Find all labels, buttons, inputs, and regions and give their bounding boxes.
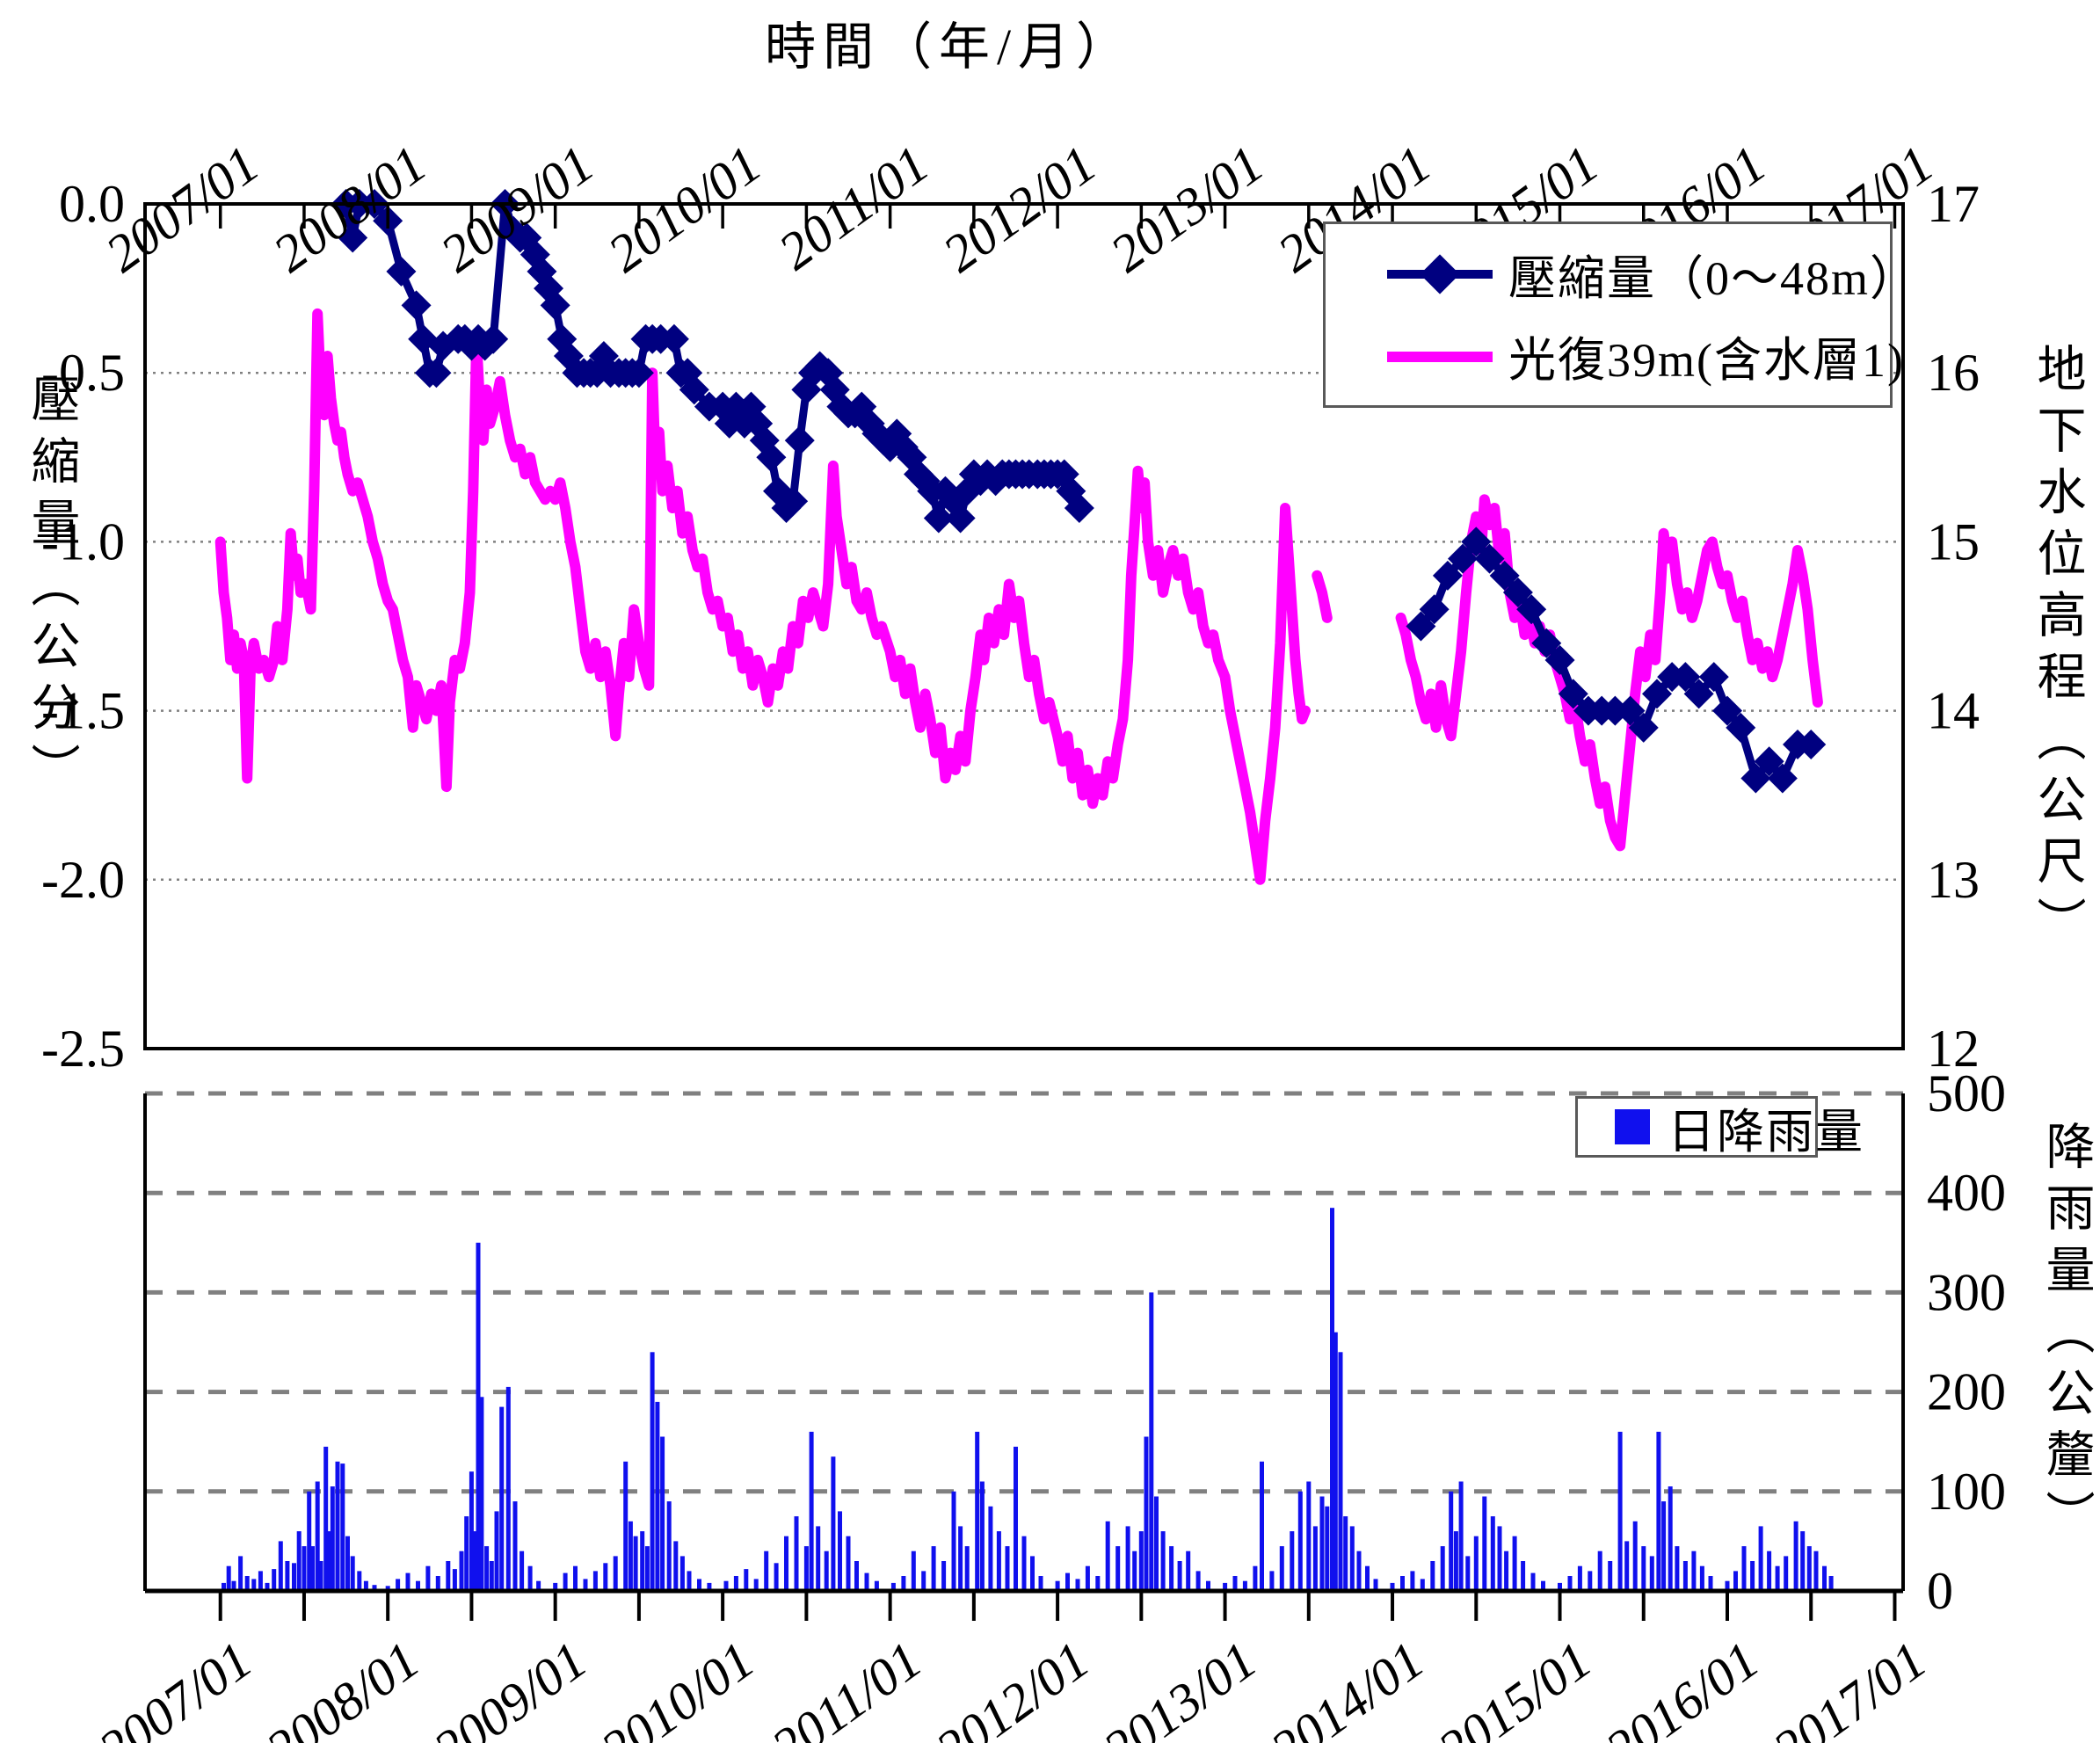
svg-text:-1.5: -1.5 [41, 682, 125, 740]
svg-text:2013/01: 2013/01 [1100, 134, 1274, 283]
svg-text:-0.5: -0.5 [41, 344, 125, 402]
legend-item-compression: 壓縮量（0～48m） [1387, 239, 1917, 309]
legend-rainfall: 日降雨量 [1575, 1096, 1863, 1158]
svg-text:0: 0 [1927, 1562, 1953, 1620]
svg-text:200: 200 [1927, 1363, 2006, 1421]
svg-text:2009/01: 2009/01 [423, 1630, 597, 1743]
svg-text:300: 300 [1927, 1263, 2006, 1321]
svg-text:12: 12 [1927, 1020, 1980, 1078]
groundwater-line-icon [1387, 351, 1493, 362]
y-axis-title-groundwater: 地下水位高程（公尺） [2030, 343, 2084, 958]
legend-label-rainfall: 日降雨量 [1668, 1105, 1864, 1158]
y-axis-title-compression: 壓縮量（公分） [24, 374, 78, 804]
svg-text:500: 500 [1927, 1064, 2006, 1122]
svg-text:100: 100 [1927, 1463, 2006, 1521]
svg-text:15: 15 [1927, 512, 1980, 570]
svg-text:2012/01: 2012/01 [926, 1630, 1100, 1743]
svg-text:16: 16 [1927, 344, 1980, 402]
svg-text:2011/01: 2011/01 [768, 134, 939, 280]
svg-text:2013/01: 2013/01 [1093, 1630, 1267, 1743]
x-axis-title: 時間（年/月） [764, 18, 1135, 76]
svg-text:2007/01: 2007/01 [88, 1630, 262, 1743]
legend-item-groundwater: 光復39m(含水層1) [1387, 321, 1903, 390]
svg-text:2010/01: 2010/01 [591, 1630, 765, 1743]
diamond-marker-icon [1420, 253, 1460, 294]
svg-text:400: 400 [1927, 1164, 2006, 1222]
svg-text:2017/01: 2017/01 [1762, 1630, 1937, 1743]
svg-text:2010/01: 2010/01 [598, 134, 772, 283]
y-axis-title-rainfall: 降雨量（公釐） [2038, 1121, 2093, 1551]
svg-text:2008/01: 2008/01 [263, 134, 437, 283]
legend-upper: 壓縮量（0～48m） 光復39m(含水層1) [1323, 222, 1917, 408]
svg-text:-2.5: -2.5 [41, 1020, 125, 1078]
groundwater-line-swatch [1387, 351, 1493, 362]
svg-text:2011/01: 2011/01 [761, 1630, 932, 1743]
svg-text:13: 13 [1927, 851, 1980, 909]
svg-text:17: 17 [1927, 175, 1980, 233]
svg-text:2016/01: 2016/01 [1595, 1630, 1769, 1743]
svg-text:2008/01: 2008/01 [256, 1630, 430, 1743]
legend-label-groundwater: 光復39m(含水層1) [1508, 334, 1905, 387]
compression-line-swatch [1387, 253, 1493, 294]
svg-text:-2.0: -2.0 [41, 851, 125, 909]
legend-label-compression: 壓縮量（0～48m） [1508, 252, 1920, 305]
svg-text:0.0: 0.0 [59, 175, 125, 233]
svg-text:2015/01: 2015/01 [1428, 1630, 1602, 1743]
svg-text:2014/01: 2014/01 [1261, 1630, 1435, 1743]
svg-text:2009/01: 2009/01 [430, 134, 604, 283]
rainfall-square-icon [1615, 1109, 1650, 1144]
svg-text:-1.0: -1.0 [41, 512, 125, 570]
svg-text:14: 14 [1927, 682, 1980, 740]
svg-text:2012/01: 2012/01 [933, 134, 1107, 283]
